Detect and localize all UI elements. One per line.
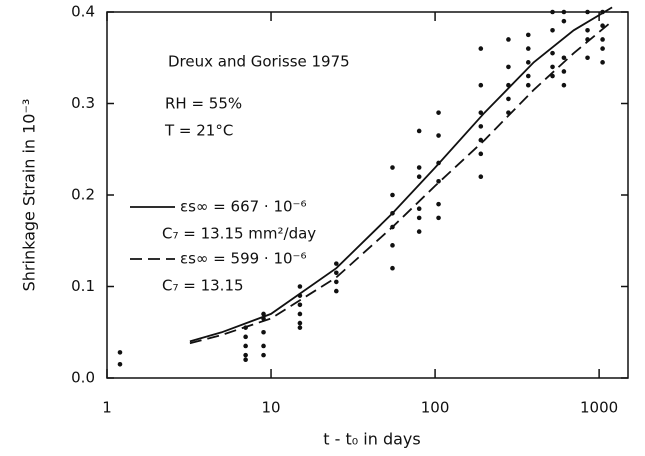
annotation: Dreux and Gorisse 1975	[168, 53, 350, 71]
data-point	[261, 329, 266, 335]
data-point	[436, 201, 441, 207]
data-point	[390, 265, 395, 271]
data-point	[297, 325, 303, 330]
data-point	[478, 82, 484, 88]
data-point	[478, 124, 484, 129]
data-point	[390, 192, 395, 198]
data-point	[436, 215, 441, 221]
data-point	[478, 151, 484, 157]
y-tick-label: 0.2	[71, 186, 95, 204]
data-point	[561, 82, 567, 88]
data-point	[478, 174, 484, 179]
annotation: RH = 55%	[165, 95, 242, 113]
data-point	[390, 165, 395, 170]
data-point	[416, 174, 422, 179]
y-tick-label: 0.0	[71, 369, 95, 387]
data-point	[561, 69, 567, 74]
data-point	[506, 82, 511, 88]
data-point	[550, 50, 555, 56]
data-point	[506, 96, 511, 102]
data-point	[600, 60, 605, 65]
legend-detail: C₇ = 13.15	[162, 277, 244, 295]
data-point	[561, 9, 567, 15]
data-point	[550, 73, 555, 79]
data-point	[117, 361, 123, 367]
x-axis-label: t - t₀ in days	[323, 430, 420, 449]
data-point	[416, 215, 422, 221]
x-tick-label: 10	[261, 399, 280, 417]
data-point	[550, 64, 555, 70]
data-point	[297, 320, 303, 326]
data-point	[297, 293, 303, 298]
data-point	[297, 284, 303, 289]
data-point	[600, 46, 605, 51]
data-point	[525, 60, 531, 65]
data-point	[506, 64, 511, 70]
data-point	[243, 334, 248, 340]
data-point	[506, 110, 511, 115]
data-point	[506, 37, 511, 42]
data-point	[416, 229, 422, 234]
data-point	[297, 311, 303, 317]
data-point	[561, 55, 567, 61]
data-point	[600, 9, 605, 15]
data-point	[416, 165, 422, 170]
data-point	[561, 18, 567, 24]
data-point	[525, 32, 531, 38]
y-axis-label: Shrinkage Strain in 10⁻³	[20, 99, 39, 292]
data-point	[297, 302, 303, 308]
data-point	[261, 316, 266, 321]
data-point	[243, 357, 248, 363]
data-point	[261, 311, 266, 317]
data-point	[243, 352, 248, 358]
x-tick-label: 1	[102, 399, 112, 417]
data-point	[334, 288, 339, 294]
curve	[189, 6, 613, 343]
data-point	[600, 37, 605, 42]
data-point	[436, 160, 441, 166]
data-point	[525, 82, 531, 88]
data-point	[550, 28, 555, 33]
y-tick-label: 0.3	[71, 94, 95, 112]
data-point	[585, 28, 590, 33]
legend-label: εs∞ = 667 · 10⁻⁶	[180, 198, 306, 216]
data-point	[390, 243, 395, 248]
data-point	[416, 206, 422, 212]
data-point	[478, 46, 484, 51]
data-point	[525, 46, 531, 51]
legend-label: εs∞ = 599 · 10⁻⁶	[180, 250, 306, 268]
data-point	[243, 343, 248, 349]
data-point	[550, 9, 555, 15]
data-point	[585, 55, 590, 61]
data-point	[478, 137, 484, 143]
data-point	[478, 110, 484, 115]
legend-detail: C₇ = 13.15 mm²/day	[162, 225, 316, 243]
data-point	[585, 9, 590, 15]
data-point	[334, 261, 339, 266]
annotation: T = 21°C	[164, 122, 233, 140]
data-point	[436, 133, 441, 138]
y-tick-label: 0.1	[71, 277, 95, 295]
data-point	[390, 211, 395, 216]
y-tick-label: 0.4	[71, 3, 95, 21]
x-tick-label: 1000	[580, 399, 618, 417]
data-point	[585, 37, 590, 42]
data-point	[334, 279, 339, 285]
data-point	[600, 23, 605, 29]
data-point	[436, 178, 441, 184]
data-point	[416, 128, 422, 134]
data-point	[261, 343, 266, 349]
data-point	[243, 325, 248, 330]
data-point	[334, 270, 339, 276]
data-point	[117, 350, 123, 355]
data-point	[261, 352, 266, 358]
x-tick-label: 100	[421, 399, 450, 417]
data-point	[436, 110, 441, 115]
data-point	[390, 224, 395, 230]
data-point	[525, 73, 531, 79]
